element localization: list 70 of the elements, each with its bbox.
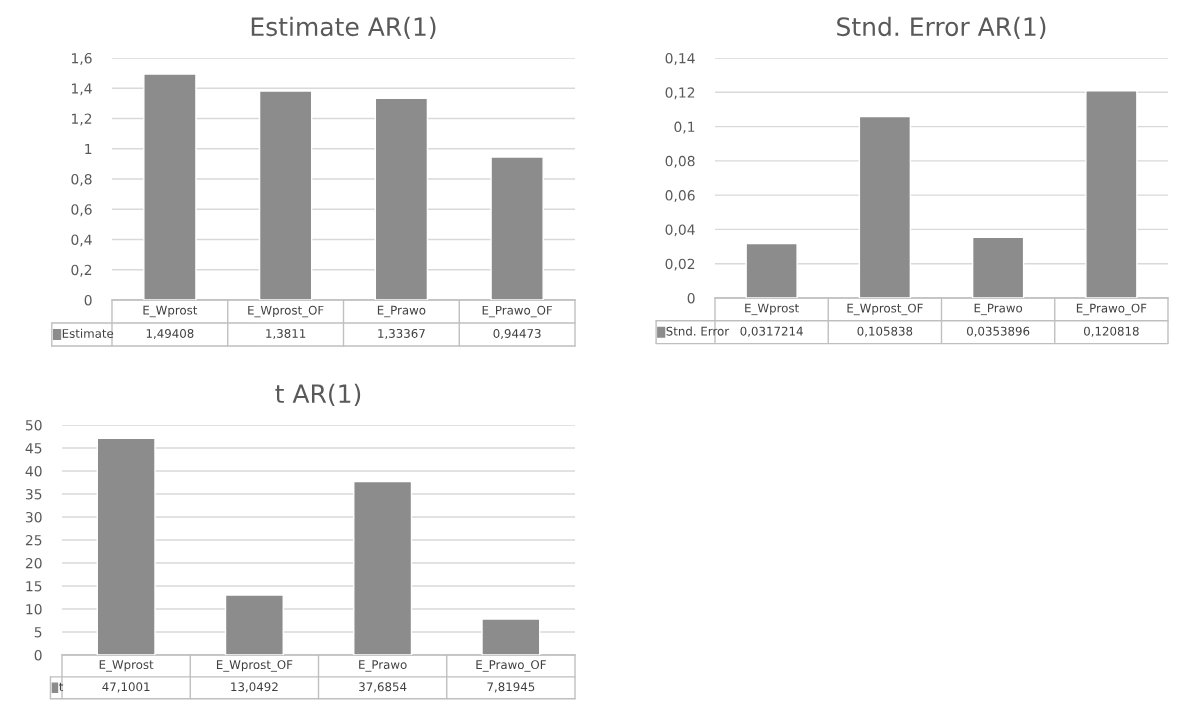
y-tick-label: 0,02 (665, 258, 695, 271)
y-tick-label: 50 (25, 419, 42, 431)
y-tick-label: 0 (84, 294, 92, 306)
y-tick-label: 0,14 (665, 52, 695, 65)
y-tick-label: 20 (25, 557, 42, 569)
y-tick-label: 0,6 (71, 204, 92, 217)
bar (143, 73, 197, 300)
y-tick-label: 1 (85, 143, 92, 155)
y-tick-label: 45 (25, 443, 42, 454)
bar (745, 242, 798, 298)
data-label: 37,6854 (359, 682, 407, 693)
data-label: 7,81945 (487, 682, 535, 693)
y-tick-label: 1,4 (71, 83, 92, 96)
bar (353, 480, 413, 655)
x-tick-label: E_Prawo (377, 305, 426, 318)
data-label: 0,0317214 (740, 326, 803, 337)
y-tick-label: 5 (34, 627, 42, 638)
chart-title: Estimate AR(1) (251, 16, 436, 40)
x-tick-label: E_Wprost_OF (216, 660, 293, 672)
y-tick-label: 15 (26, 581, 42, 592)
data-label: 0,105838 (857, 326, 913, 337)
y-tick-label: 40 (25, 465, 42, 477)
y-tick-label: 0,04 (665, 224, 695, 237)
legend-label: Stnd. Error (666, 326, 730, 336)
y-tick-label: 1,2 (71, 113, 92, 126)
bar (1085, 90, 1138, 298)
chart-title: t AR(1) (275, 383, 361, 407)
y-tick-label: 0,06 (665, 190, 695, 203)
y-tick-label: 25 (25, 534, 42, 546)
data-label: 1,49408 (146, 328, 194, 340)
x-tick-label: E_Wprost (99, 660, 154, 672)
y-tick-label: 0,1 (674, 121, 695, 134)
y-tick-label: 10 (26, 603, 42, 615)
x-tick-label: E_Wprost_OF (847, 303, 923, 316)
y-tick-label: 0,8 (71, 173, 92, 186)
bar (258, 90, 313, 300)
y-tick-label: 1,6 (71, 52, 92, 65)
x-tick-label: E_Prawo_OF (482, 305, 553, 318)
y-tick-label: 0,12 (665, 87, 695, 100)
x-tick-label: E_Prawo (974, 303, 1023, 316)
bar (971, 236, 1025, 298)
bar (858, 115, 912, 298)
x-tick-label: E_Wprost (745, 303, 799, 316)
data-label: 13,0492 (231, 682, 278, 693)
data-label: 0,120818 (1083, 326, 1139, 337)
data-label: 0,0353896 (966, 326, 1030, 337)
y-tick-label: 0,2 (71, 264, 92, 277)
x-tick-label: E_Wprost (143, 305, 198, 318)
bar (481, 618, 541, 655)
y-tick-label: 35 (25, 488, 42, 500)
x-tick-label: E_Prawo_OF (1076, 303, 1147, 316)
x-tick-label: E_Prawo (359, 660, 407, 672)
legend-label: Estimate (62, 328, 114, 338)
y-tick-label: 0 (687, 292, 695, 304)
data-label: 1,33367 (378, 328, 425, 340)
data-label: 1,3811 (266, 328, 306, 340)
y-tick-label: 30 (25, 511, 42, 523)
y-tick-label: 0 (34, 649, 42, 661)
x-tick-label: E_Prawo_OF (476, 660, 546, 672)
bar (96, 437, 156, 655)
data-label: 0,94473 (493, 328, 541, 340)
bar (490, 156, 544, 300)
bar (224, 594, 284, 655)
y-tick-label: 0,08 (665, 155, 695, 168)
y-tick-label: 0,4 (71, 234, 92, 247)
x-tick-label: E_Wprost_OF (248, 305, 324, 318)
bar (374, 97, 429, 300)
data-label: 47,1001 (102, 682, 150, 693)
legend-label: t (59, 682, 64, 692)
chart-title: Stnd. Error AR(1) (837, 16, 1046, 40)
